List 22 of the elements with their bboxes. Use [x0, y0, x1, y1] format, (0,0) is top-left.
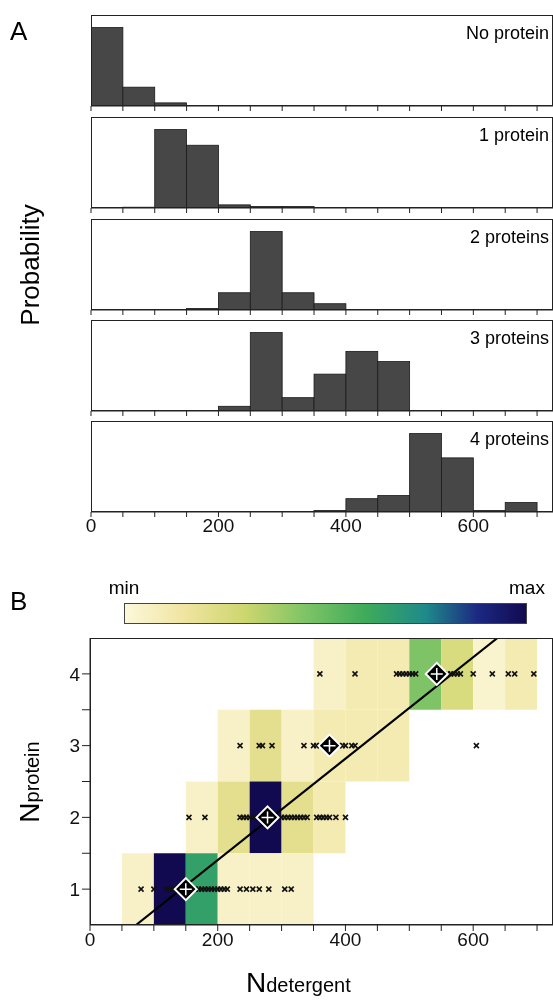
x-tick-label: 0 — [84, 929, 96, 951]
x-tick-label: 600 — [457, 929, 490, 951]
chart-title: 3 proteins — [469, 328, 549, 349]
chart-title: 4 proteins — [469, 429, 549, 450]
x-tick-label: 0 — [85, 515, 97, 537]
color-bar-label: max — [509, 577, 545, 599]
x-tick-label: 200 — [202, 515, 235, 537]
color-bar-label: min — [108, 577, 140, 599]
y-tick-label: 1 — [69, 878, 80, 900]
text: A — [10, 16, 28, 47]
x-tick-label: 400 — [329, 929, 362, 951]
x-tick-label: 200 — [201, 929, 234, 951]
y-tick-label: 3 — [69, 735, 80, 757]
y-axis-title: Probability — [14, 203, 46, 326]
text: B — [10, 586, 28, 617]
y-tick-label: 2 — [69, 807, 80, 829]
y-tick-label: 4 — [69, 663, 81, 685]
x-tick-label: 600 — [457, 515, 490, 537]
chart-title: 1 protein — [478, 125, 549, 146]
x-tick-label: 400 — [330, 515, 362, 537]
chart-title: No protein — [465, 23, 549, 44]
chart-title: 2 proteins — [469, 227, 549, 248]
